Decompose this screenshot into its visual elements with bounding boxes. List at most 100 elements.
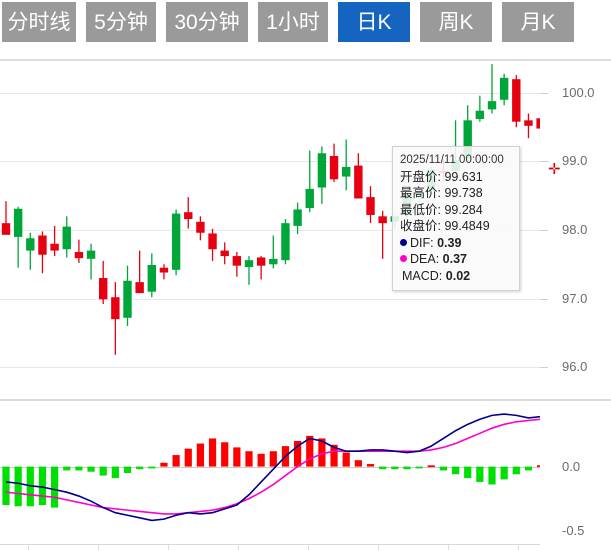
candle-body [50,243,59,251]
dea-line [5,418,540,515]
candle-body [86,250,96,259]
candle[interactable] [123,265,132,327]
candle[interactable] [487,64,497,114]
dea-color-dot [400,255,407,263]
candle-body [62,226,71,250]
macd-histogram-bar [427,465,435,468]
macd-histogram-bar [537,465,540,468]
dif-line [5,413,540,522]
candle[interactable] [111,282,120,355]
macd-histogram-bar [366,464,375,467]
candle[interactable] [38,231,47,274]
candle-body [26,238,35,251]
tooltip-high: 最高价: 99.738 [400,185,512,202]
candle[interactable] [86,243,96,280]
tooltip-dea-label: DEA: [410,252,440,266]
candle[interactable] [305,150,314,213]
macd-axis-tick-label: 0.0 [562,458,581,474]
macd-chart-panel[interactable] [0,400,540,546]
candle[interactable] [293,202,302,235]
tooltip-dea: DEA: 0.37 [400,251,512,268]
tab-label: 周K [438,10,474,34]
candle-body [512,79,521,122]
tab-label: 月K [520,10,556,34]
macd-panel-top-border [0,399,611,401]
candle[interactable] [378,210,387,259]
candle[interactable] [74,239,84,263]
time-axis-tick [168,545,169,550]
candle[interactable] [208,228,217,261]
candle[interactable] [147,253,156,298]
macd-histogram-bar [148,466,156,469]
macd-histogram-bar [87,466,95,472]
candle[interactable] [342,139,351,191]
candle[interactable] [13,206,23,268]
macd-histogram-bar [512,466,520,475]
candle[interactable] [499,73,509,106]
tab-4[interactable]: 1小时 [258,2,328,42]
candle[interactable] [536,110,540,143]
candle[interactable] [317,146,327,204]
time-axis-tick [238,545,239,550]
tooltip-close: 收盘价: 99.4849 [400,218,512,235]
candle[interactable] [232,251,242,277]
candle[interactable] [159,264,169,280]
candle[interactable] [524,113,533,139]
candle[interactable] [329,143,339,183]
candle[interactable] [281,219,290,265]
candle-body [499,77,509,100]
macd-histogram-bar [208,438,217,467]
candle[interactable] [62,216,71,258]
tooltip-dif-label: DIF: [410,235,434,250]
tab-7[interactable]: 月K [502,2,574,42]
macd-histogram-bar [99,466,107,476]
candle[interactable] [196,216,205,241]
candle[interactable] [354,153,363,199]
candle[interactable] [366,186,375,224]
tab-6[interactable]: 周K [420,2,492,42]
candle-body [220,250,229,257]
candle[interactable] [244,256,254,285]
tab-3[interactable]: 30分钟 [166,2,248,42]
macd-histogram-bar [439,466,447,471]
candle[interactable] [26,232,35,270]
tab-5[interactable]: 日K [338,2,410,42]
macd-histogram-bar [488,466,496,485]
candle[interactable] [184,197,193,229]
ohlc-tooltip: 2025/11/11 00:00:00 开盘价: 99.631 最高价: 99.… [392,146,520,291]
candle[interactable] [1,201,11,235]
price-axis-tick-mark [540,161,548,162]
candle-body [147,264,156,292]
macd-histogram-bar [269,451,277,467]
time-axis-tick [448,545,449,550]
candle[interactable] [50,225,59,257]
candle[interactable] [220,242,229,265]
candle[interactable] [475,95,485,122]
tab-1[interactable]: 分时线 [2,2,76,42]
tab-label: 日K [356,10,392,34]
candle[interactable] [256,256,266,280]
tab-2[interactable]: 5分钟 [86,2,156,42]
macd-histogram-bar [451,466,460,475]
candle-body [487,101,497,110]
candle-body [135,282,144,294]
tooltip-dif-value: 0.39 [437,235,462,250]
candle-body [232,256,242,266]
candle-body [317,153,327,188]
price-axis-tick-label: 98.0 [562,222,588,238]
candle[interactable] [99,260,108,305]
tab-label: 5分钟 [94,10,148,34]
tooltip-dif: DIF: 0.39 [400,235,512,252]
macd-histogram-bar [221,442,229,467]
candle-body [329,155,339,180]
tooltip-macd-label: MACD: [402,268,443,283]
candle[interactable] [512,75,521,128]
candle-body [184,212,193,220]
candle[interactable] [135,250,144,294]
tooltip-low: 最低价: 99.284 [400,202,512,219]
macd-axis-tick-label: -0.5 [562,522,585,538]
candle[interactable] [171,209,181,276]
tooltip-close-value: 99.4849 [444,219,490,233]
tooltip-open: 开盘价: 99.631 [400,169,512,186]
candle[interactable] [269,235,278,269]
